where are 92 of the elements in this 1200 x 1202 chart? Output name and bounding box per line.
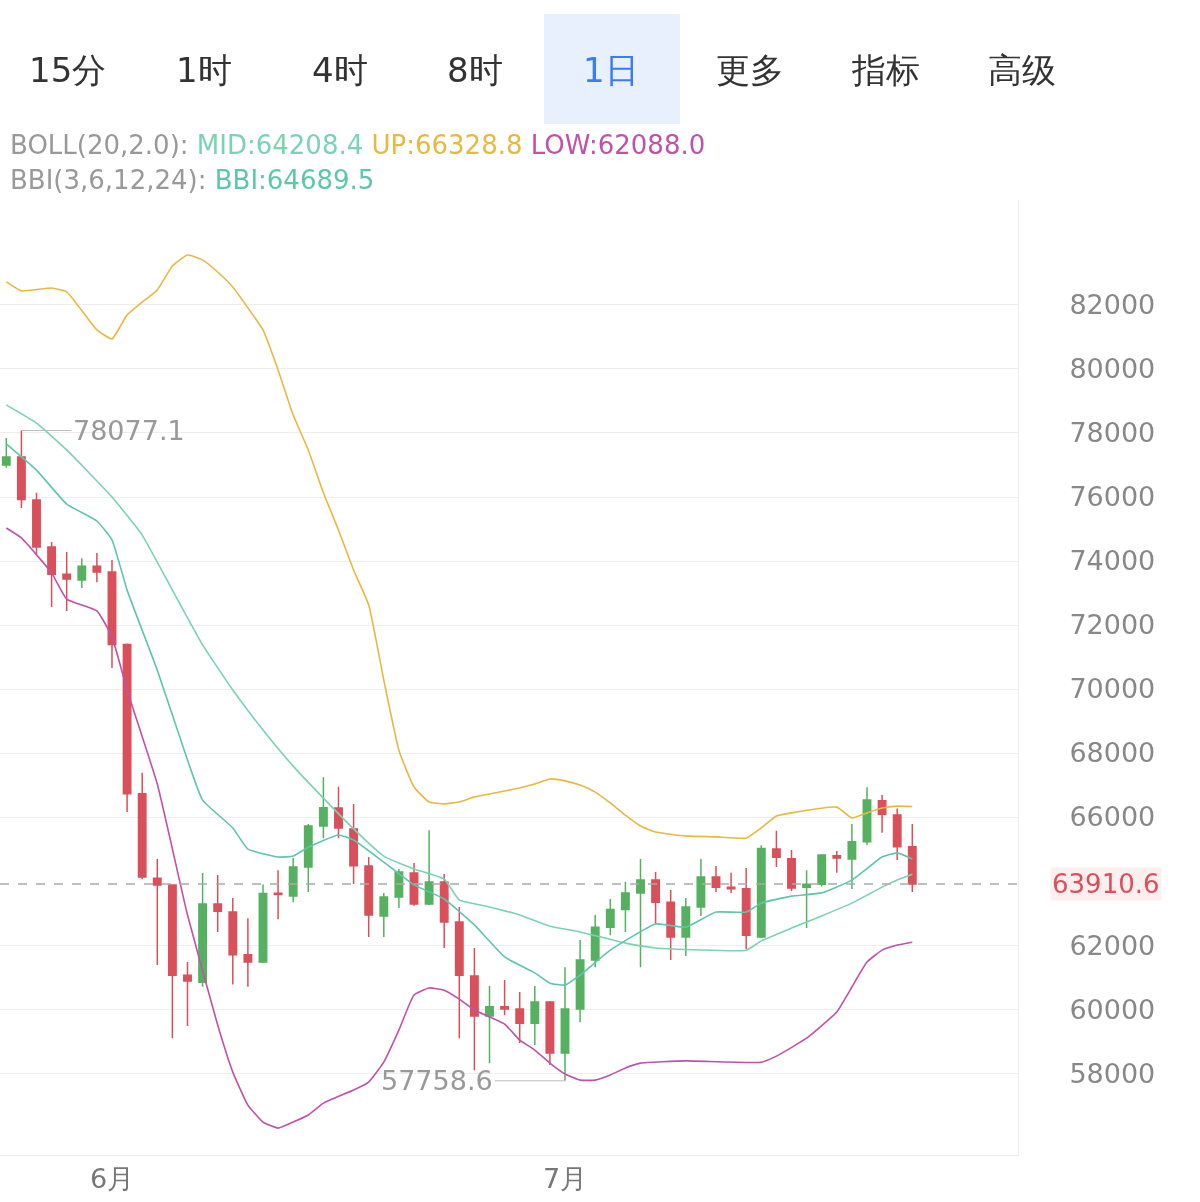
text: 1时 <box>176 50 232 90</box>
text: UP:66328.8 <box>371 130 523 160</box>
candlestick <box>545 1000 555 1066</box>
text: 高级 <box>988 50 1056 90</box>
y-tick-label: 78000 <box>1069 417 1156 449</box>
candlestick <box>560 966 570 1082</box>
candlestick <box>379 892 389 938</box>
candlestick <box>62 551 72 612</box>
candlestick <box>756 844 766 939</box>
candlestick <box>288 857 298 903</box>
candlestick <box>243 917 253 988</box>
candlestick <box>137 772 147 880</box>
candlestick <box>485 985 494 1064</box>
candlestick <box>862 786 872 846</box>
candlestick <box>454 906 464 1039</box>
y-tick-label: 60000 <box>1069 993 1156 1025</box>
candlestick <box>832 850 842 874</box>
candlestick <box>32 492 41 555</box>
text: 1日 <box>583 50 639 90</box>
y-tick-label: 68000 <box>1069 737 1156 769</box>
annotation: 78077.1 <box>73 415 185 446</box>
candlestick <box>273 869 283 920</box>
candlestick <box>636 858 645 968</box>
text: LOW:62088.0 <box>530 130 706 160</box>
text: BBI(3,6,12,24): <box>10 165 207 195</box>
candlestick <box>16 429 26 509</box>
text: 15分 <box>29 50 107 90</box>
x-tick-label: 7月 <box>542 1163 588 1195</box>
candlestick <box>77 557 87 589</box>
y-tick-label: 62000 <box>1069 929 1156 961</box>
candlestick <box>47 541 57 608</box>
candlestick <box>318 776 328 839</box>
candlestick <box>817 853 827 888</box>
candlestick <box>651 871 661 925</box>
y-tick-label: 80000 <box>1069 353 1156 385</box>
candlestick <box>152 858 162 966</box>
candlestick <box>167 883 177 1039</box>
candlestick <box>424 829 434 906</box>
candlestick <box>439 873 449 949</box>
candlestick <box>590 914 600 968</box>
text: 更多 <box>716 50 784 90</box>
candlestick <box>726 871 736 894</box>
candlestick <box>364 856 374 938</box>
candlestick <box>620 880 630 933</box>
line-series <box>5 254 914 840</box>
candlestick <box>198 872 208 988</box>
candlestick <box>847 823 857 890</box>
text: BBI:64689.5 <box>214 165 375 195</box>
candlestick <box>500 979 510 1016</box>
y-tick-label: 76000 <box>1069 481 1156 513</box>
line-series <box>5 527 914 1129</box>
candlestick <box>213 874 223 933</box>
candlestick <box>349 803 359 885</box>
text: 8时 <box>447 50 503 90</box>
candlestick <box>107 559 117 669</box>
y-tick-label: 66000 <box>1069 801 1156 833</box>
annotation: 57758.6 <box>381 1065 493 1096</box>
candlestick <box>122 642 132 813</box>
candlestick <box>183 961 192 1027</box>
candlestick <box>334 785 343 839</box>
candlestick <box>711 865 721 893</box>
candlestick <box>741 867 751 950</box>
candlestick <box>771 830 781 868</box>
candlestick <box>696 858 706 917</box>
ref-line-label: 63910.6 <box>1052 869 1160 899</box>
text: MID:64208.4 <box>196 130 364 160</box>
candlestick <box>258 883 268 964</box>
text: 4时 <box>312 50 368 90</box>
y-tick-label: 82000 <box>1069 289 1156 321</box>
y-tick-label: 58000 <box>1069 1057 1156 1089</box>
candlestick <box>515 991 525 1044</box>
x-tick-label: 6月 <box>89 1163 135 1195</box>
candlestick <box>228 897 238 986</box>
candlestick <box>575 939 585 1023</box>
candlestick <box>530 985 540 1046</box>
candlestick <box>1 437 11 469</box>
candlestick <box>681 897 691 957</box>
candlestick <box>666 889 676 961</box>
candlestick <box>802 869 812 929</box>
text: BOLL(20,2.0): <box>10 130 189 160</box>
candlestick <box>92 552 102 583</box>
candlestick <box>787 849 796 892</box>
y-tick-label: 72000 <box>1069 609 1156 641</box>
candlestick <box>303 823 313 893</box>
candlestick <box>469 947 479 1071</box>
candlestick <box>877 794 887 834</box>
candlestick <box>892 807 902 861</box>
text: 指标 <box>851 50 920 90</box>
y-tick-label: 74000 <box>1069 545 1156 577</box>
candlestick <box>907 823 917 893</box>
y-tick-label: 70000 <box>1069 673 1156 705</box>
candlestick <box>605 898 615 936</box>
